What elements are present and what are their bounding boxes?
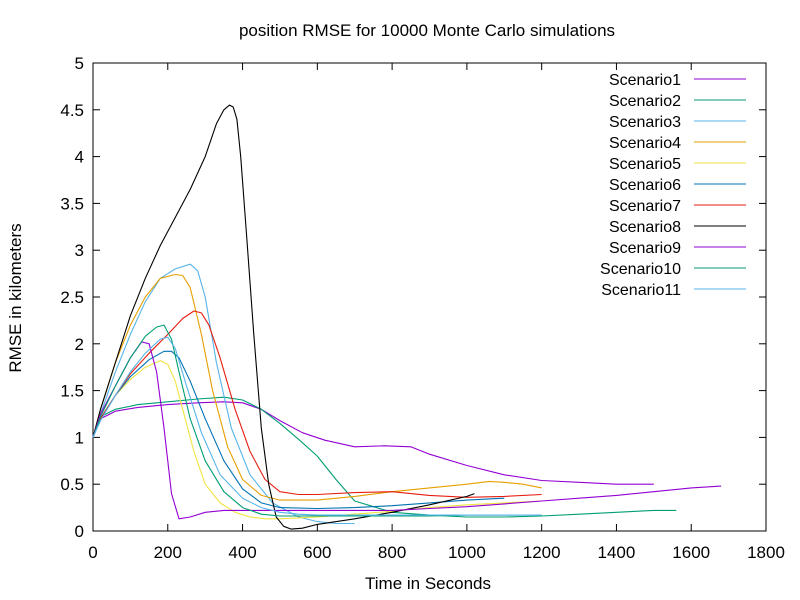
series-layer [92, 104, 722, 530]
y-tick-label: 4 [75, 148, 84, 167]
series-line-scenario1 [92, 401, 654, 485]
series-line-scenario5 [92, 360, 542, 520]
y-tick-label: 1 [75, 428, 84, 447]
y-tick-label: 1.5 [60, 382, 84, 401]
x-tick-label: 1800 [747, 543, 785, 562]
legend-label-scenario8: Scenario8 [609, 219, 681, 236]
series-line-scenario3 [92, 263, 355, 525]
y-axis-label: RMSE in kilometers [6, 223, 25, 372]
legend-label-scenario2: Scenario2 [609, 93, 681, 110]
series-line-scenario8 [92, 104, 475, 530]
axis-ticks: 0 200 400 600 800 1000 1200 1400 1600 1800 0 0.5 1 1.… [60, 54, 785, 562]
legend-label-scenario3: Scenario3 [609, 114, 681, 131]
series-line-scenario2 [92, 396, 677, 518]
x-tick-label: 1400 [598, 543, 636, 562]
series-line-scenario7 [92, 310, 542, 498]
y-tick-label: 3.5 [60, 194, 84, 213]
x-tick-label: 200 [154, 543, 182, 562]
x-axis-label: Time in Seconds [365, 574, 491, 593]
legend-label-scenario6: Scenario6 [609, 177, 681, 194]
x-tick-label: 1600 [672, 543, 710, 562]
x-tick-label: 400 [228, 543, 256, 562]
x-tick-label: 1000 [448, 543, 486, 562]
series-line-scenario10 [92, 324, 542, 517]
series-line-scenario6 [92, 350, 505, 510]
chart-title: position RMSE for 10000 Monte Carlo simu… [239, 21, 615, 40]
y-tick-label: 0 [75, 522, 84, 541]
legend: Scenario1 Scenario2 Scenario3 Scenario4 Scen… [600, 72, 746, 299]
y-tick-label: 2 [75, 335, 84, 354]
legend-label-scenario1: Scenario1 [609, 72, 681, 89]
y-tick-label: 2.5 [60, 288, 84, 307]
legend-label-scenario10: Scenario10 [600, 261, 681, 278]
x-tick-label: 800 [378, 543, 406, 562]
series-line-scenario4 [92, 273, 542, 501]
x-tick-label: 600 [303, 543, 331, 562]
series-line-scenario9 [92, 341, 722, 520]
y-tick-label: 4.5 [60, 101, 84, 120]
x-tick-label: 0 [88, 543, 97, 562]
y-tick-label: 0.5 [60, 475, 84, 494]
series-line-scenario11 [92, 336, 542, 516]
y-tick-label: 3 [75, 241, 84, 260]
legend-label-scenario9: Scenario9 [609, 240, 681, 257]
legend-label-scenario5: Scenario5 [609, 156, 681, 173]
legend-label-scenario11: Scenario11 [601, 282, 681, 299]
x-tick-label: 1200 [523, 543, 561, 562]
y-tick-label: 5 [75, 54, 84, 73]
legend-label-scenario4: Scenario4 [609, 135, 681, 152]
legend-label-scenario7: Scenario7 [609, 198, 681, 215]
